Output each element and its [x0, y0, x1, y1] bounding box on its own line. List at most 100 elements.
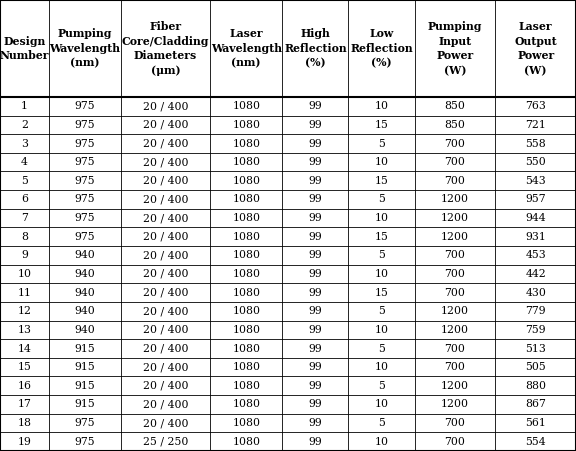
Text: 13: 13 — [17, 325, 32, 335]
Text: 10: 10 — [374, 157, 389, 167]
Text: 1080: 1080 — [232, 213, 260, 223]
Text: 931: 931 — [525, 232, 546, 242]
Text: 99: 99 — [309, 437, 322, 446]
Text: 99: 99 — [309, 232, 322, 242]
Text: 975: 975 — [75, 101, 95, 111]
Text: 10: 10 — [374, 101, 389, 111]
Text: 5: 5 — [378, 250, 385, 260]
Text: 1080: 1080 — [232, 325, 260, 335]
Text: 915: 915 — [74, 362, 96, 372]
Text: 779: 779 — [525, 306, 546, 316]
Text: 975: 975 — [75, 194, 95, 204]
Text: 880: 880 — [525, 381, 546, 391]
Text: 12: 12 — [17, 306, 32, 316]
Text: 1080: 1080 — [232, 101, 260, 111]
Text: 5: 5 — [378, 306, 385, 316]
Text: 975: 975 — [75, 437, 95, 446]
Text: 940: 940 — [74, 325, 96, 335]
Text: 7: 7 — [21, 213, 28, 223]
Text: 20 / 400: 20 / 400 — [143, 269, 188, 279]
Text: 20 / 400: 20 / 400 — [143, 157, 188, 167]
Text: 543: 543 — [525, 176, 546, 186]
Text: 20 / 400: 20 / 400 — [143, 288, 188, 298]
Text: 430: 430 — [525, 288, 546, 298]
Text: 20 / 400: 20 / 400 — [143, 101, 188, 111]
Text: 20 / 400: 20 / 400 — [143, 232, 188, 242]
Text: 975: 975 — [75, 418, 95, 428]
Text: 99: 99 — [309, 176, 322, 186]
Text: 20 / 400: 20 / 400 — [143, 344, 188, 354]
Text: 453: 453 — [525, 250, 546, 260]
Text: 99: 99 — [309, 157, 322, 167]
Text: 99: 99 — [309, 306, 322, 316]
Text: 99: 99 — [309, 250, 322, 260]
Text: Design
Number: Design Number — [0, 36, 49, 61]
Text: 99: 99 — [309, 325, 322, 335]
Text: 1080: 1080 — [232, 250, 260, 260]
Text: 763: 763 — [525, 101, 546, 111]
Text: 505: 505 — [525, 362, 546, 372]
Text: 8: 8 — [21, 232, 28, 242]
Text: 975: 975 — [75, 120, 95, 130]
Text: 975: 975 — [75, 213, 95, 223]
Text: 20 / 400: 20 / 400 — [143, 418, 188, 428]
Text: 1080: 1080 — [232, 381, 260, 391]
Text: 5: 5 — [378, 344, 385, 354]
Text: 721: 721 — [525, 120, 546, 130]
Text: 20 / 400: 20 / 400 — [143, 400, 188, 410]
Text: Laser
Wavelength
(nm): Laser Wavelength (nm) — [211, 28, 282, 69]
Text: 554: 554 — [525, 437, 546, 446]
Text: 1080: 1080 — [232, 306, 260, 316]
Text: 1080: 1080 — [232, 418, 260, 428]
Text: 99: 99 — [309, 344, 322, 354]
Text: 1200: 1200 — [441, 381, 469, 391]
Text: 1080: 1080 — [232, 176, 260, 186]
Text: Pumping
Input
Power
(W): Pumping Input Power (W) — [428, 21, 482, 76]
Text: 99: 99 — [309, 120, 322, 130]
Text: 18: 18 — [17, 418, 32, 428]
Text: 5: 5 — [378, 194, 385, 204]
Text: 99: 99 — [309, 362, 322, 372]
Text: 700: 700 — [445, 437, 465, 446]
Text: 5: 5 — [378, 381, 385, 391]
Text: 20 / 400: 20 / 400 — [143, 194, 188, 204]
Text: 1200: 1200 — [441, 232, 469, 242]
Text: 975: 975 — [75, 138, 95, 148]
Text: 20 / 400: 20 / 400 — [143, 176, 188, 186]
Text: 700: 700 — [445, 418, 465, 428]
Text: Pumping
Wavelength
(nm): Pumping Wavelength (nm) — [50, 28, 120, 69]
Text: 940: 940 — [74, 269, 96, 279]
Text: 944: 944 — [525, 213, 546, 223]
Text: 1080: 1080 — [232, 157, 260, 167]
Text: 700: 700 — [445, 288, 465, 298]
Text: 15: 15 — [374, 176, 389, 186]
Text: High
Reflection
(%): High Reflection (%) — [284, 28, 347, 69]
Text: 10: 10 — [17, 269, 32, 279]
Text: 940: 940 — [74, 250, 96, 260]
Text: 561: 561 — [525, 418, 546, 428]
Text: 1080: 1080 — [232, 120, 260, 130]
Text: 759: 759 — [525, 325, 546, 335]
Text: 940: 940 — [74, 306, 96, 316]
Text: 14: 14 — [17, 344, 32, 354]
Text: 11: 11 — [17, 288, 32, 298]
Text: 20 / 400: 20 / 400 — [143, 306, 188, 316]
Text: 10: 10 — [374, 362, 389, 372]
Text: 1080: 1080 — [232, 138, 260, 148]
Text: Laser
Output
Power
(W): Laser Output Power (W) — [514, 21, 557, 76]
Text: 1200: 1200 — [441, 194, 469, 204]
Text: 20 / 400: 20 / 400 — [143, 381, 188, 391]
Text: 10: 10 — [374, 325, 389, 335]
Text: 3: 3 — [21, 138, 28, 148]
Text: 20 / 400: 20 / 400 — [143, 325, 188, 335]
Text: 1080: 1080 — [232, 344, 260, 354]
Text: 1080: 1080 — [232, 362, 260, 372]
Text: 99: 99 — [309, 269, 322, 279]
Text: 975: 975 — [75, 157, 95, 167]
Text: 700: 700 — [445, 344, 465, 354]
Text: 20 / 400: 20 / 400 — [143, 120, 188, 130]
Text: 1080: 1080 — [232, 232, 260, 242]
Text: 867: 867 — [525, 400, 546, 410]
Text: 850: 850 — [445, 120, 465, 130]
Text: 915: 915 — [74, 344, 96, 354]
